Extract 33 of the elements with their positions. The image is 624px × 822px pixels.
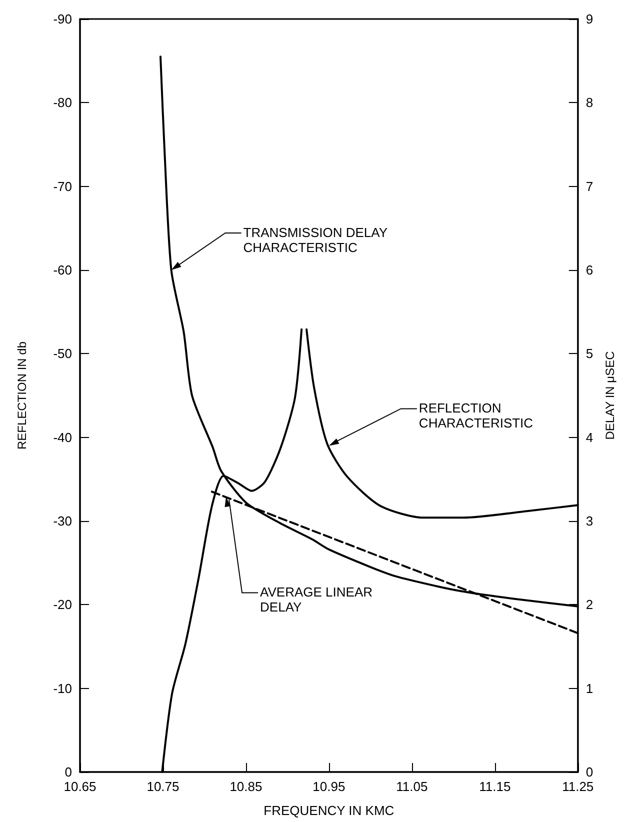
y-tick-label: -40 [53,430,72,445]
y-tick-label: -90 [53,12,72,26]
y2-tick-label: 7 [586,178,594,194]
x-tick-label: 11.15 [479,779,511,794]
x-tick-label: 11.25 [562,779,594,794]
annotation: REFLECTION CHARACTERISTIC [418,400,534,431]
y2-tick-label: 5 [586,346,594,362]
x-tick-label: 10.85 [230,779,262,794]
y2-tick-label: 3 [586,514,594,528]
y-tick-label: 0 [64,764,72,780]
x-tick-label: 10.65 [64,779,96,794]
x-axis-title: FREQUENCY IN KMC [264,803,394,818]
annotation: TRANSMISSION DELAY CHARACTERISTIC [243,225,391,255]
y2-tick-label: 2 [586,597,594,612]
y-tick-label: -10 [53,680,72,696]
y2-tick-label: 0 [586,764,594,780]
y-tick-label: -80 [53,95,72,110]
y-tick-label: -20 [53,597,72,612]
y-tick-label: -60 [53,262,72,278]
y2-tick-label: 6 [586,262,594,278]
y2-tick-label: 9 [586,12,594,26]
x-tick-label: 10.95 [312,779,346,794]
y-tick-label: -50 [53,346,72,362]
y2-tick-label: 4 [586,430,594,445]
x-tick-label: 11.05 [396,779,428,794]
y2-tick-label: 8 [586,95,594,110]
annotation: AVERAGE LINEAR DELAY [260,584,376,615]
y-tick-label: -30 [53,514,72,528]
y2-tick-label: 1 [586,680,594,696]
x-tick-label: 10.75 [146,779,180,794]
y2-axis-title: DELAY IN μSEC [603,350,617,440]
y-tick-label: -70 [53,178,72,194]
y-axis-title: REFLECTION IN db [15,341,29,450]
